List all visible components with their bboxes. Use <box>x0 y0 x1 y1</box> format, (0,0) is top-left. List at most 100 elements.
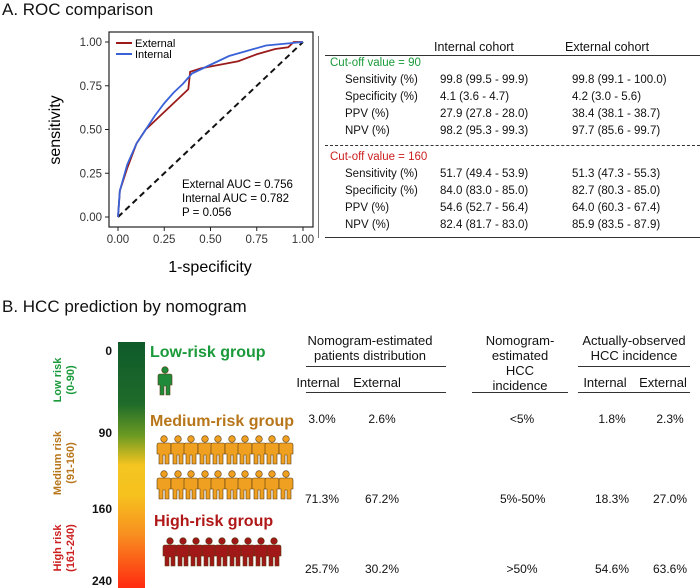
panel-a-title: A. ROC comparison <box>2 0 154 19</box>
cell-incidence: <5% <box>509 412 535 426</box>
risk-score-gradient-bar <box>118 342 145 588</box>
external-value: 85.9 (83.5 - 87.9) <box>572 219 661 231</box>
cutoff-label: Cut-off value = 160 <box>330 151 428 163</box>
person-icon-medium-risk <box>156 470 172 500</box>
col-header-internal: Internal cohort <box>434 40 514 54</box>
auc-annotation: External AUC = 0.756 <box>182 179 293 191</box>
section-divider <box>325 145 700 146</box>
scale-tick-90: 90 <box>98 426 112 440</box>
y-tick-label: 0.75 <box>80 81 102 93</box>
sub-incidence-rule <box>472 392 568 393</box>
metric-label: NPV (%) <box>345 125 390 137</box>
internal-value: 82.4 (81.7 - 83.0) <box>440 219 529 231</box>
cell-obs-internal: 1.8% <box>598 412 626 426</box>
sub-obs-external: External <box>639 375 687 390</box>
person-icon-medium-risk <box>251 470 266 500</box>
legend-label-internal: Internal <box>135 49 172 61</box>
cell-dist-external: 2.6% <box>368 412 396 426</box>
internal-value: 84.0 (83.0 - 85.0) <box>440 185 529 197</box>
internal-value: 4.1 (3.6 - 4.7) <box>440 91 510 103</box>
person-icon-high-risk <box>162 537 178 567</box>
external-value: 4.2 (3.0 - 5.6) <box>572 91 642 103</box>
person-icon-medium-risk <box>183 470 199 500</box>
cell-incidence: >50% <box>506 562 538 576</box>
person-icon-high-risk <box>188 537 204 567</box>
x-tick-label: 0.00 <box>107 234 129 246</box>
person-icon-medium-risk <box>170 435 185 465</box>
cell-dist-internal: 71.3% <box>304 492 340 506</box>
person-icon-medium-risk <box>183 435 199 465</box>
roc-line-internal <box>117 41 304 218</box>
person-icon-medium-risk <box>156 435 172 465</box>
sub-dist-external: External <box>353 375 401 390</box>
person-icon-low-risk <box>157 366 173 396</box>
person-icon-medium-risk <box>197 470 212 500</box>
person-icon-high-risk <box>266 537 282 567</box>
legend-label-external: External <box>135 38 175 50</box>
metric-label: Sensitivity (%) <box>345 168 418 180</box>
sub-dist-internal: Internal <box>296 375 340 390</box>
external-value: 97.7 (85.6 - 99.7) <box>572 125 661 137</box>
person-icon-medium-risk <box>278 435 293 465</box>
cell-dist-internal: 3.0% <box>308 412 336 426</box>
person-icon-medium-risk <box>278 470 293 500</box>
cell-obs-external: 27.0% <box>652 492 688 506</box>
y-axis-label: sensitivity <box>47 95 64 164</box>
risk-label-low: Low risk (0-90) <box>52 345 78 415</box>
metric-label: PPV (%) <box>345 108 390 120</box>
low-risk-group-label: Low-risk group <box>150 344 266 361</box>
internal-value: 51.7 (49.4 - 53.9) <box>440 168 529 180</box>
cell-dist-external: 67.2% <box>364 492 400 506</box>
person-icon-medium-risk <box>197 435 212 465</box>
x-tick-label: 1.00 <box>292 234 314 246</box>
header-divider <box>325 55 700 56</box>
table-left-border <box>318 36 319 238</box>
head-observed: Actually-observed HCC incidence <box>582 333 686 363</box>
external-value: 51.3 (47.3 - 55.3) <box>572 168 661 180</box>
x-tick-label: 0.75 <box>246 234 268 246</box>
x-tick-label: 0.25 <box>153 234 175 246</box>
y-tick-label: 0.50 <box>80 125 102 137</box>
internal-value: 54.6 (52.7 - 56.4) <box>440 202 529 214</box>
head-incidence: Nomogram- estimated HCC incidence <box>485 333 555 393</box>
person-icon-medium-risk <box>210 470 226 500</box>
internal-value: 27.9 (27.8 - 28.0) <box>440 108 529 120</box>
head-distribution: Nomogram-estimated patients distribution <box>307 333 433 363</box>
col-header-external: External cohort <box>565 40 650 54</box>
metric-label: Specificity (%) <box>345 185 418 197</box>
person-icon-high-risk <box>227 537 243 567</box>
internal-value: 99.8 (99.5 - 99.9) <box>440 74 529 86</box>
y-tick-label: 1.00 <box>80 37 102 49</box>
scale-tick-160: 160 <box>91 502 112 516</box>
head-distribution-rule <box>306 366 446 367</box>
external-value: 99.8 (99.1 - 100.0) <box>572 74 667 86</box>
head-observed-rule <box>578 366 690 367</box>
risk-label-high-name: High risk <box>52 524 64 572</box>
metric-label: Sensitivity (%) <box>345 74 418 86</box>
risk-label-low-name: Low risk <box>52 357 64 403</box>
panel-b-title: B. HCC prediction by nomogram <box>2 297 247 316</box>
internal-value: 98.2 (95.3 - 99.3) <box>440 125 529 137</box>
table-bottom-border <box>325 237 700 238</box>
risk-label-high: High risk (161-240) <box>52 508 78 588</box>
auc-annotation: P = 0.056 <box>182 207 231 219</box>
x-axis-label: 1-specificity <box>168 259 252 276</box>
cell-obs-external: 63.6% <box>652 562 688 576</box>
metric-label: PPV (%) <box>345 202 390 214</box>
person-icon-medium-risk <box>224 435 239 465</box>
auc-annotation: Internal AUC = 0.782 <box>182 193 289 205</box>
sub-observed-rule <box>578 392 690 393</box>
metric-label: NPV (%) <box>345 219 390 231</box>
sub-obs-internal: Internal <box>583 375 627 390</box>
scale-tick-0: 0 <box>105 344 112 358</box>
cell-dist-external: 30.2% <box>364 562 400 576</box>
external-value: 82.7 (80.3 - 85.0) <box>572 185 661 197</box>
person-icon-medium-risk <box>264 435 280 465</box>
cell-obs-internal: 54.6% <box>594 562 630 576</box>
cutoff-label: Cut-off value = 90 <box>330 57 421 69</box>
risk-label-medium-range: (91-160) <box>65 442 77 484</box>
sub-distribution-rule <box>306 392 446 393</box>
person-icon-medium-risk <box>170 470 185 500</box>
